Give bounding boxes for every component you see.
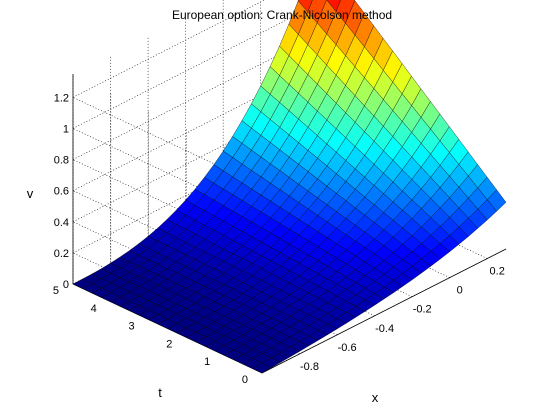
x-tick-label: -0.6 [338,342,357,354]
x-axis-label: x [372,390,379,405]
t-tick-label: 3 [128,321,134,333]
t-axis-label: t [158,385,162,400]
x-tick-label: 0.2 [490,266,505,278]
v-tick-label: 0.2 [54,248,69,260]
surface-layer [72,0,507,374]
v-tick-label: 1 [63,123,69,135]
x-tick-label: 0 [457,285,463,297]
v-tick-label: 0.8 [54,155,69,167]
t-tick-label: 0 [242,374,248,386]
chart-title: European option: Crank-Nicolson method [172,8,392,22]
v-tick-label: 1.2 [54,92,69,104]
x-tick-label: -0.8 [300,361,319,373]
t-tick-label: 5 [53,285,59,297]
x-tick-label: -0.4 [375,323,394,335]
v-tick-label: 0.4 [54,217,69,229]
t-tick-label: 1 [204,356,210,368]
x-tick-label: -0.2 [413,304,432,316]
t-tick-label: 4 [91,303,97,315]
v-tick-label: 0.6 [54,186,69,198]
v-axis-label: v [27,186,34,201]
v-tick-label: 0 [63,279,69,291]
t-tick-label: 2 [166,338,172,350]
surface-patch [72,278,93,289]
